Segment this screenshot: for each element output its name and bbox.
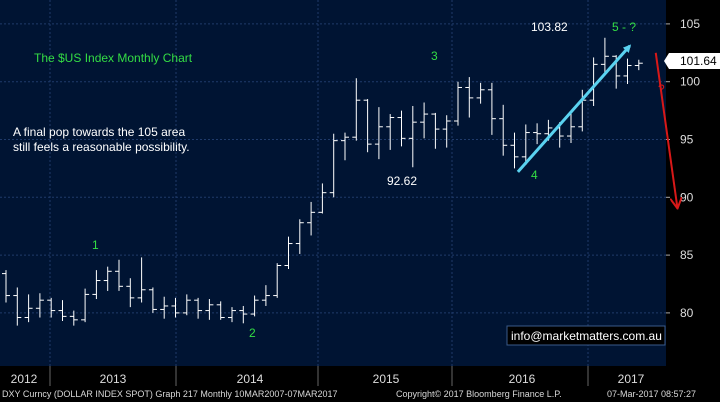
x-tick-label: 2012 bbox=[11, 372, 38, 386]
footer-bar: DXY Curncy (DOLLAR INDEX SPOT) Graph 217… bbox=[0, 386, 720, 402]
high-label: 103.82 bbox=[531, 20, 568, 34]
ohlc-bar bbox=[397, 110, 406, 147]
ohlc-bar bbox=[318, 183, 327, 214]
ohlc-bar bbox=[510, 132, 519, 169]
ohlc-bar bbox=[103, 266, 112, 291]
footer-copyright: Copyright© 2017 Bloomberg Finance L.P. bbox=[396, 389, 562, 399]
ohlc-bar bbox=[194, 297, 203, 319]
red-forecast-arrow bbox=[654, 52, 677, 207]
ohlc-bar bbox=[250, 295, 259, 317]
ohlc-bars bbox=[2, 37, 643, 326]
ohlc-bar bbox=[386, 114, 395, 150]
ohlc-bar bbox=[363, 99, 372, 153]
x-tick-label: 2017 bbox=[618, 372, 645, 386]
ohlc-bar bbox=[499, 104, 508, 156]
ohlc-bar bbox=[205, 299, 214, 320]
annotation-arrows bbox=[516, 44, 677, 207]
low-label: 92.62 bbox=[387, 174, 417, 188]
ohlc-bar bbox=[239, 305, 248, 324]
ohlc-bar bbox=[115, 259, 123, 291]
x-tick-label: 2014 bbox=[237, 372, 264, 386]
note-line-2: still feels a reasonable possibility. bbox=[13, 140, 190, 154]
ohlc-bar bbox=[216, 301, 225, 320]
wave-3-label: 3 bbox=[431, 49, 438, 63]
website-link[interactable]: info@marketmatters.com.au bbox=[511, 329, 662, 343]
ohlc-bar bbox=[81, 288, 90, 323]
ohlc-bar bbox=[374, 107, 383, 160]
ohlc-bar bbox=[623, 58, 632, 85]
plot-area bbox=[0, 0, 666, 366]
question-mark: ? bbox=[658, 82, 665, 96]
ohlc-bar bbox=[58, 300, 67, 321]
ohlc-bar bbox=[431, 112, 440, 149]
ohlc-bar bbox=[228, 307, 236, 323]
ohlc-bar bbox=[533, 123, 542, 145]
ohlc-bar bbox=[341, 132, 349, 161]
ohlc-bar bbox=[295, 219, 304, 254]
y-tick-label: 90 bbox=[680, 190, 694, 204]
ohlc-bar bbox=[408, 105, 417, 168]
ohlc-bar bbox=[465, 77, 474, 118]
ohlc-bar bbox=[600, 37, 609, 75]
ohlc-bar bbox=[148, 287, 157, 313]
y-tick-label: 100 bbox=[680, 75, 700, 89]
ohlc-bar bbox=[567, 110, 575, 143]
ohlc-bar bbox=[521, 124, 530, 165]
note-text: A final pop towards the 105 area still f… bbox=[13, 125, 190, 154]
ohlc-bar bbox=[329, 133, 338, 198]
y-tick-label: 105 bbox=[680, 17, 700, 31]
note-line-1: A final pop towards the 105 area bbox=[13, 125, 185, 139]
y-tick-label: 95 bbox=[680, 133, 694, 147]
y-axis-labels: 80 85 90 95 100 105 bbox=[666, 17, 700, 320]
ohlc-bar bbox=[487, 82, 496, 135]
ohlc-bar bbox=[92, 270, 101, 300]
ohlc-bar bbox=[35, 293, 44, 318]
x-tick-label: 2016 bbox=[509, 372, 536, 386]
wave-2-label: 2 bbox=[249, 326, 256, 340]
last-price-tag: 101.64 bbox=[680, 54, 717, 68]
ohlc-bar bbox=[352, 78, 361, 141]
ohlc-bar bbox=[126, 278, 135, 308]
ohlc-bar bbox=[589, 57, 598, 106]
wave-4-label: 4 bbox=[531, 168, 538, 182]
ohlc-bar bbox=[24, 294, 33, 323]
x-axis-labels: 2012 2013 2014 2015 2016 2017 bbox=[11, 366, 645, 386]
wave-5-label: 5 - ? bbox=[612, 20, 636, 34]
wave-1-label: 1 bbox=[92, 238, 99, 252]
ohlc-bar bbox=[2, 270, 10, 303]
ohlc-bar bbox=[284, 236, 293, 269]
last-price-tag-pointer bbox=[664, 53, 669, 69]
ohlc-bar bbox=[160, 296, 169, 319]
chart-title: The $US Index Monthly Chart bbox=[34, 51, 193, 65]
cyan-trend-arrow bbox=[516, 44, 632, 173]
ohlc-bar bbox=[307, 201, 316, 236]
ohlc-bar bbox=[273, 263, 282, 298]
ohlc-bar bbox=[476, 82, 485, 104]
website-box bbox=[506, 325, 666, 346]
footer-source: DXY Curncy (DOLLAR INDEX SPOT) Graph 217… bbox=[2, 389, 338, 399]
ohlc-bar bbox=[261, 285, 270, 306]
x-tick-label: 2013 bbox=[100, 372, 127, 386]
y-tick-label: 80 bbox=[680, 306, 694, 320]
ohlc-bar bbox=[69, 310, 78, 326]
x-tick-label: 2015 bbox=[373, 372, 400, 386]
x-axis-area bbox=[0, 366, 720, 386]
ohlc-bar bbox=[634, 59, 643, 71]
footer-timestamp: 07-Mar-2017 08:57:27 bbox=[607, 389, 697, 399]
ohlc-bar bbox=[47, 297, 56, 318]
ohlc-bar bbox=[137, 257, 146, 303]
ohlc-bar bbox=[13, 287, 22, 326]
ohlc-bar bbox=[182, 294, 191, 316]
grid-lines bbox=[0, 0, 666, 366]
ohlc-bar bbox=[442, 115, 451, 148]
y-tick-label: 85 bbox=[680, 248, 694, 262]
ohlc-bar bbox=[171, 297, 180, 318]
last-price-tag-bg bbox=[669, 53, 720, 69]
ohlc-bar bbox=[454, 81, 462, 126]
ohlc-bar bbox=[420, 102, 429, 139]
